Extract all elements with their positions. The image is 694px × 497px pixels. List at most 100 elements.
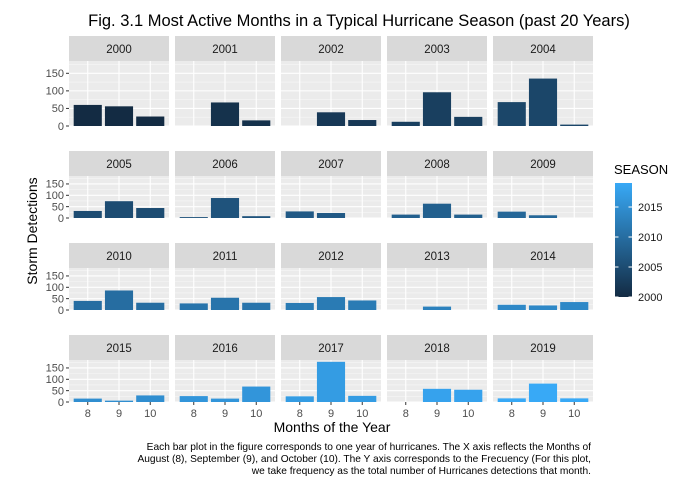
facet-strip (69, 151, 169, 176)
bar-2017-8 (285, 396, 314, 402)
y-tick-label: 0 (58, 397, 64, 409)
bar-2008-9 (422, 203, 452, 218)
bar-2015-9 (104, 400, 134, 402)
y-tick-label: 100 (46, 86, 64, 98)
y-tick-label: 100 (46, 282, 64, 294)
facet-strip (175, 151, 275, 176)
bar-2018-9 (422, 388, 452, 402)
bar-2008-8 (391, 214, 420, 218)
y-axis-label: Storm Detections (24, 177, 40, 284)
bar-2001-9 (210, 102, 240, 126)
facet-label: 2009 (530, 159, 556, 171)
bar-2005-10 (136, 208, 165, 218)
legend-tick-label: 2010 (638, 232, 662, 244)
facet-strip (493, 335, 593, 360)
caption-line-1: Each bar plot in the figure corresponds … (147, 442, 592, 453)
panel-2006: 2006 (175, 151, 275, 219)
panel-2013: 2013 (387, 243, 487, 311)
panel-2003: 2003 (387, 36, 487, 127)
x-tick-label: 9 (434, 408, 440, 420)
bar-2013-9 (422, 306, 452, 310)
bar-2011-8 (179, 303, 208, 310)
color-legend: SEASON 2000 2005 2010 2015 (614, 162, 668, 304)
facet-strip (387, 151, 487, 176)
x-tick-label: 10 (356, 408, 368, 420)
facet-strip (281, 335, 381, 360)
x-tick-label: 10 (568, 408, 580, 420)
bar-2009-9 (528, 215, 558, 218)
bar-2016-10 (242, 386, 271, 402)
facet-label: 2016 (212, 343, 238, 355)
y-tick-label: 150 (46, 179, 64, 191)
facet-label: 2002 (318, 44, 344, 56)
bar-2003-8 (391, 121, 420, 126)
bar-2014-10 (560, 302, 589, 310)
y-tick-label: 0 (58, 121, 64, 133)
panel-2018: 2018 8 9 10 (387, 335, 487, 420)
bar-2010-8 (73, 300, 102, 310)
facet-label: 2008 (424, 159, 450, 171)
bar-2006-9 (210, 198, 240, 218)
chart-title: Fig. 3.1 Most Active Months in a Typical… (88, 12, 630, 30)
bar-2016-9 (210, 398, 240, 402)
x-tick-label: 9 (328, 408, 334, 420)
x-tick-label: 9 (116, 408, 122, 420)
bar-2018-10 (454, 389, 483, 402)
bar-2014-9 (528, 305, 558, 310)
panel-2001: 2001 (175, 36, 275, 127)
facet-label: 2018 (424, 343, 450, 355)
x-tick-label: 8 (85, 408, 91, 420)
panel-2012: 2012 (281, 243, 381, 311)
x-axis-label: Months of the Year (274, 419, 391, 435)
bar-2011-9 (210, 297, 240, 310)
bar-2003-9 (422, 92, 452, 126)
bar-2009-8 (497, 211, 526, 218)
x-tick-label: 10 (144, 408, 156, 420)
bar-2002-9 (316, 112, 346, 126)
facet-label: 2012 (318, 251, 344, 263)
facet-label: 2017 (318, 343, 344, 355)
facet-strip (175, 243, 275, 268)
bar-2001-10 (242, 120, 271, 126)
bar-2003-10 (454, 116, 483, 126)
y-tick-label: 50 (52, 201, 64, 213)
legend-tick-label: 2015 (638, 202, 662, 214)
x-tick-label: 9 (222, 408, 228, 420)
bar-2004-10 (560, 124, 589, 126)
facet-label: 2010 (106, 251, 132, 263)
facet-strip (69, 335, 169, 360)
facet-strip (387, 36, 487, 61)
panel-2002: 2002 (281, 36, 381, 127)
y-tick-label: 150 (46, 271, 64, 283)
facet-strip (493, 151, 593, 176)
x-tick-label: 8 (297, 408, 303, 420)
bar-2007-8 (285, 211, 314, 218)
bar-2005-9 (104, 201, 134, 218)
y-tick-label: 150 (46, 363, 64, 375)
bar-2012-8 (285, 302, 314, 310)
panel-2017: 2017 8 9 10 (281, 335, 381, 420)
x-tick-label: 8 (191, 408, 197, 420)
facet-label: 2003 (424, 44, 450, 56)
panel-2008: 2008 (387, 151, 487, 219)
x-tick-label: 9 (540, 408, 546, 420)
x-tick-label: 10 (250, 408, 262, 420)
panel-2014: 2014 (493, 243, 593, 311)
legend-colorbar (615, 183, 632, 297)
y-tick-label: 50 (52, 103, 64, 115)
panel-2011: 2011 (175, 243, 275, 311)
bar-2019-10 (560, 398, 589, 402)
facet-label: 2015 (106, 343, 132, 355)
bar-2019-8 (497, 398, 526, 402)
bar-2017-9 (316, 361, 346, 402)
caption-line-2: August (8), September (9), and October (… (137, 454, 591, 465)
facet-label: 2014 (530, 251, 556, 263)
bar-2005-8 (73, 210, 102, 218)
facet-strip (281, 36, 381, 61)
facet-label: 2019 (530, 343, 556, 355)
bar-2002-10 (348, 120, 377, 126)
bar-2004-8 (497, 102, 526, 126)
